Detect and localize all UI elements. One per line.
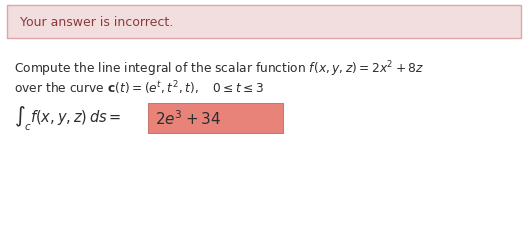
Text: over the curve $\mathbf{c}(t) = (e^t, t^2, t), \quad 0 \leq t \leq 3$: over the curve $\mathbf{c}(t) = (e^t, t^… — [14, 79, 264, 96]
Text: $\int_c f(x, y, z)\, ds =$: $\int_c f(x, y, z)\, ds =$ — [14, 104, 121, 133]
Text: Compute the line integral of the scalar function $f(x, y, z) = 2x^2 + 8z$: Compute the line integral of the scalar … — [14, 59, 425, 79]
FancyBboxPatch shape — [148, 103, 283, 134]
FancyBboxPatch shape — [7, 6, 521, 39]
Text: Your answer is incorrect.: Your answer is incorrect. — [20, 15, 173, 28]
Text: $2e^3 + 34$: $2e^3 + 34$ — [155, 109, 221, 128]
